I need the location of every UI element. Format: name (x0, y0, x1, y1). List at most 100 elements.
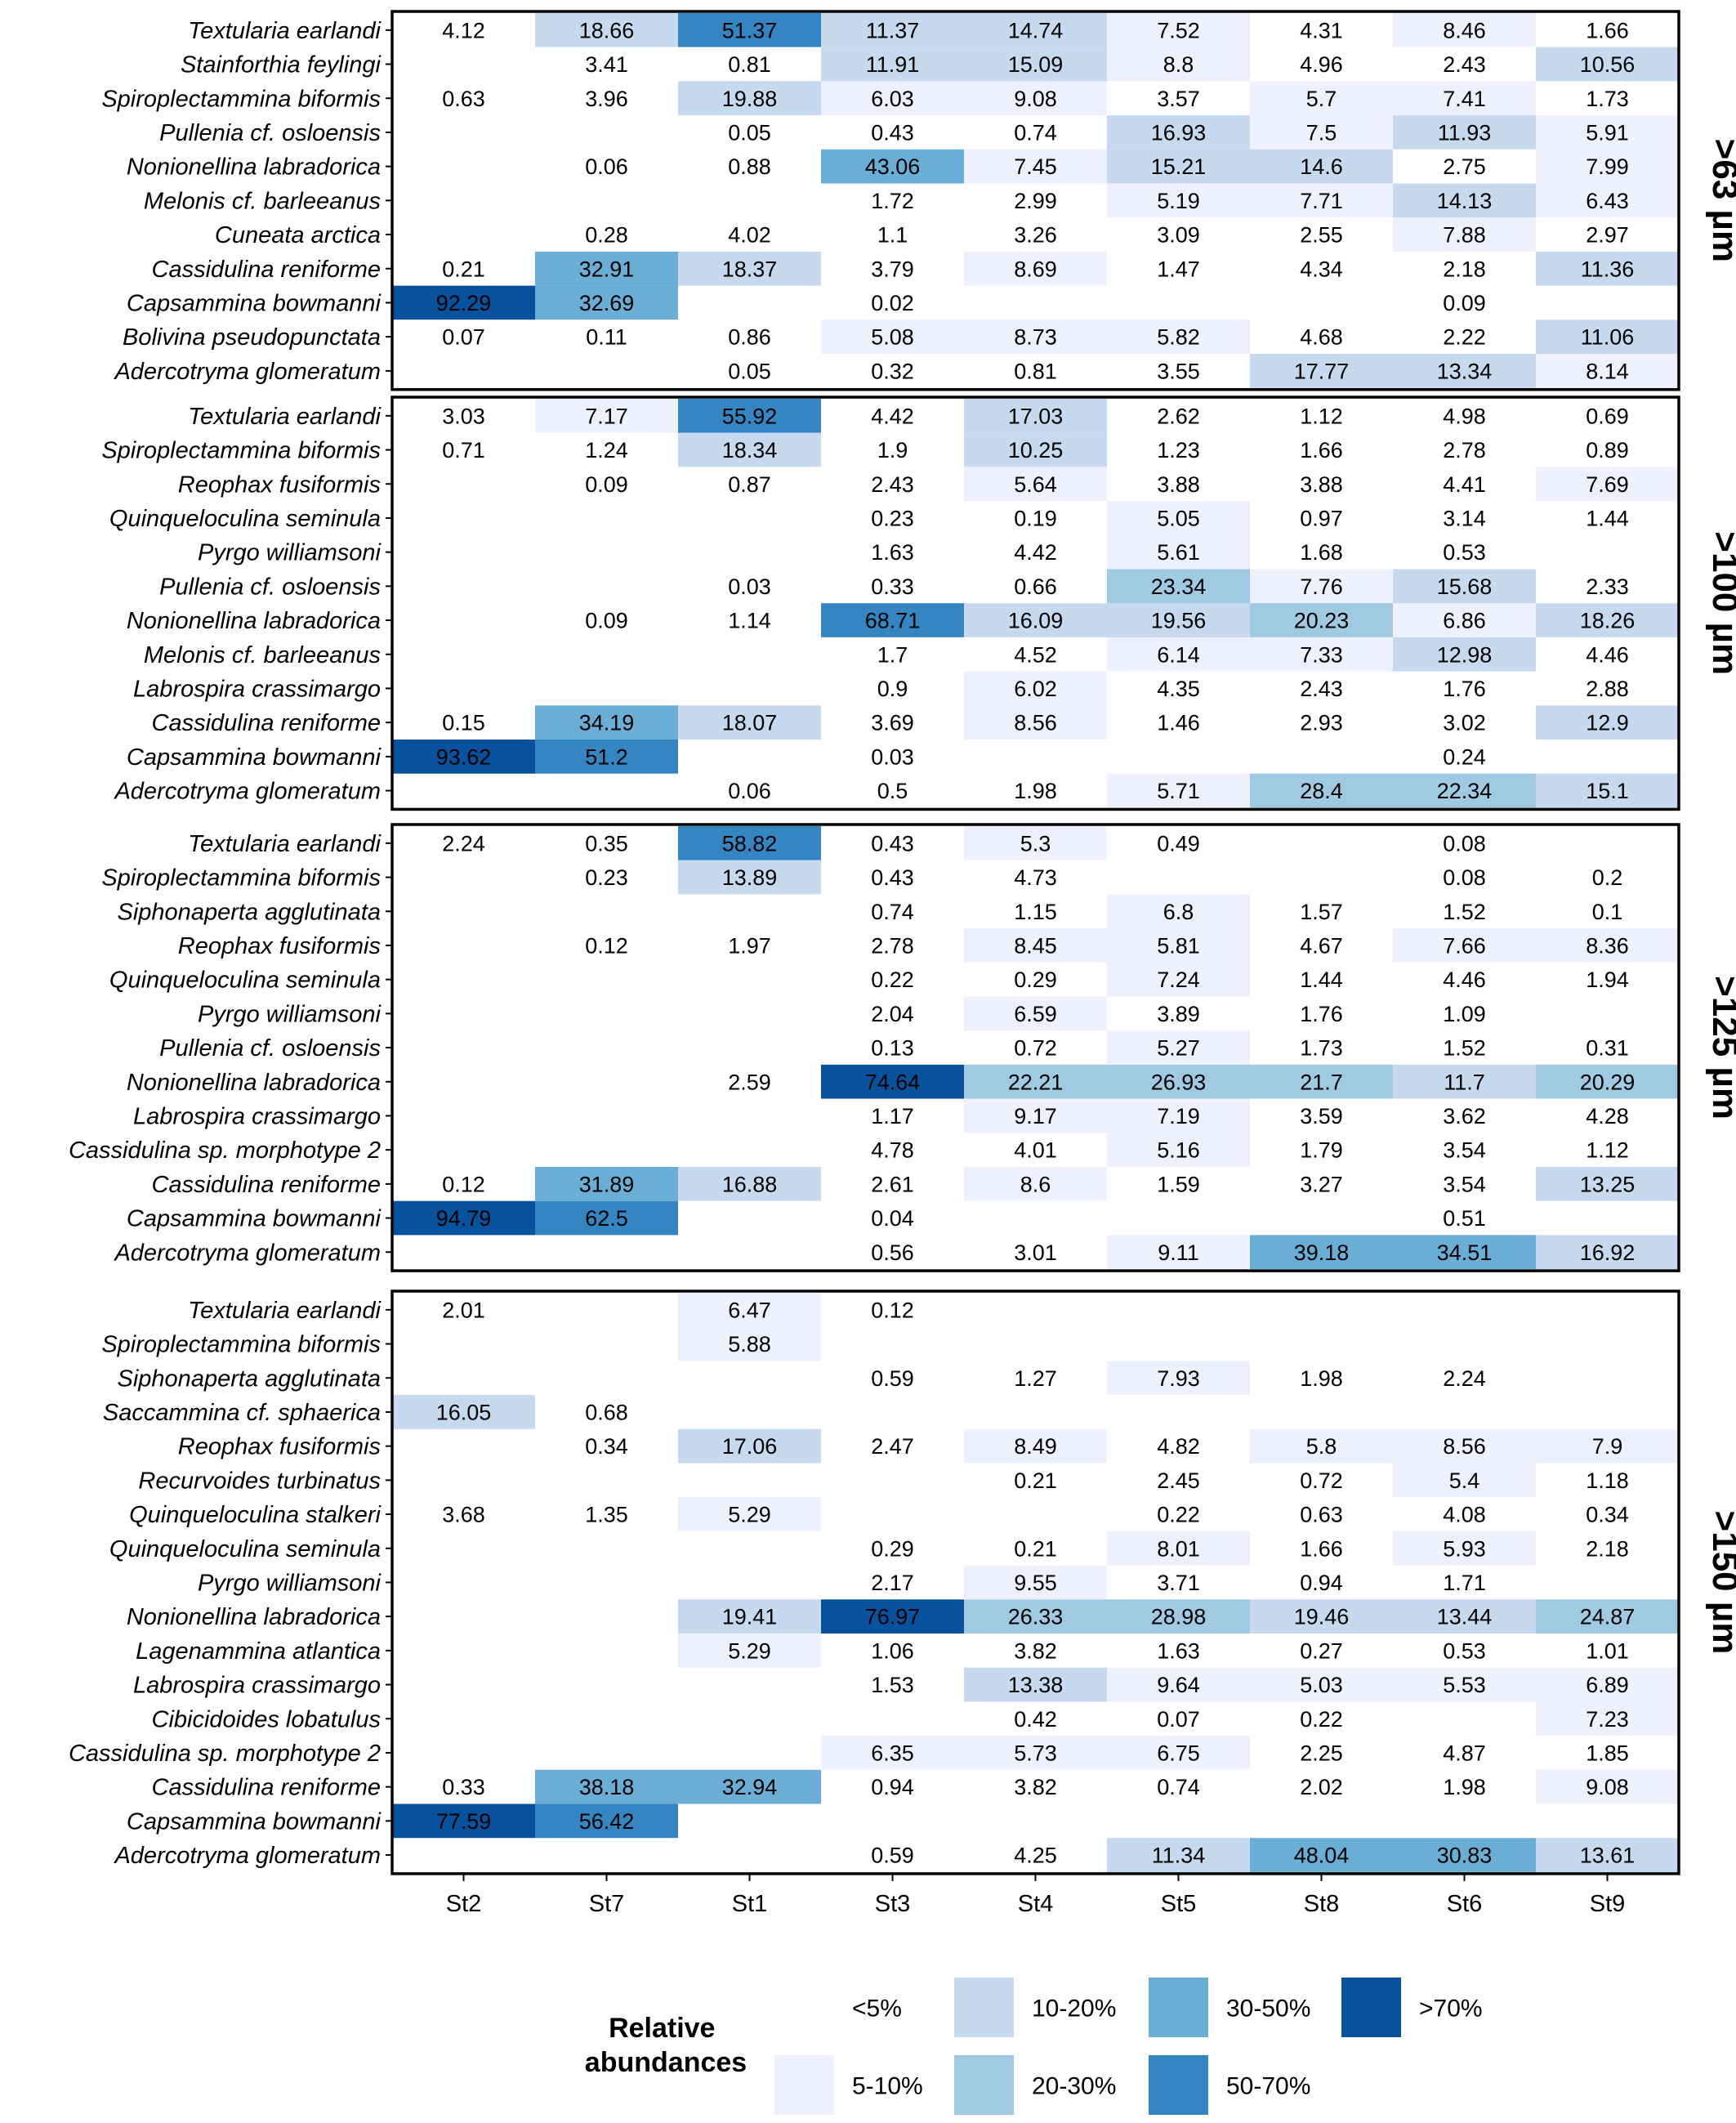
heatmap-cell (678, 1293, 821, 1327)
heatmap-cell (1536, 149, 1679, 184)
cell-value: 2.18 (1586, 1536, 1629, 1561)
cell-value: 2.43 (1300, 677, 1343, 701)
heatmap-cell (1250, 81, 1393, 116)
heatmap-cell (535, 1428, 678, 1464)
heatmap-cell (821, 1769, 964, 1804)
cell-value: 0.63 (442, 87, 485, 111)
heatmap-cell (1107, 928, 1250, 963)
cell-value: 4.68 (1300, 325, 1343, 350)
heatmap-cell (821, 1030, 964, 1065)
heatmap-cell (1393, 1599, 1536, 1634)
species-label-textularia-earlandi: Textularia earlandi (188, 18, 382, 44)
cell-value: 4.52 (1014, 642, 1057, 667)
heatmap-cell (964, 1769, 1107, 1804)
cell-value: 1.73 (1586, 87, 1629, 111)
cell-value: 2.97 (1586, 223, 1629, 248)
cell-value: 0.34 (1586, 1503, 1629, 1527)
legend-label: >70% (1419, 1996, 1483, 2022)
cell-value: 7.99 (1586, 154, 1629, 179)
heatmap-cell (964, 1361, 1107, 1396)
heatmap-cell (821, 251, 964, 286)
cell-value: 0.66 (1014, 574, 1057, 599)
species-label-reophax-fusiformis: Reophax fusiformis (178, 933, 381, 959)
heatmap-cell (1536, 1634, 1679, 1668)
heatmap-cell (1250, 1531, 1393, 1566)
cell-value: 6.02 (1014, 677, 1057, 701)
heatmap-cell (1393, 13, 1536, 47)
cell-value: 1.76 (1300, 1002, 1343, 1026)
species-label-cassidulina-reniforme: Cassidulina reniforme (152, 710, 381, 736)
cell-value: 7.33 (1300, 642, 1343, 667)
cell-value: 7.5 (1306, 120, 1337, 145)
cell-value: 5.8 (1306, 1434, 1337, 1459)
species-label-spiroplectammina-biformis: Spiroplectammina biformis (101, 1332, 381, 1358)
heatmap-cell (821, 399, 964, 433)
cell-value: 55.92 (722, 404, 778, 428)
heatmap-cell (1250, 1167, 1393, 1201)
heatmap-cell (1536, 217, 1679, 252)
cell-value: 2.43 (871, 472, 914, 497)
cell-value: 5.88 (728, 1332, 771, 1356)
cell-value: 6.03 (871, 87, 914, 111)
cell-value: 0.12 (585, 933, 628, 958)
heatmap-cell (1250, 399, 1393, 433)
cell-value: 94.79 (436, 1206, 492, 1231)
cell-value: 1.35 (585, 1503, 628, 1527)
cell-value: 7.17 (585, 404, 628, 428)
heatmap-cell (1107, 826, 1250, 860)
cell-value: 1.1 (877, 223, 908, 248)
cell-value: 19.56 (1151, 609, 1207, 633)
cell-value: 0.31 (1586, 1036, 1629, 1061)
legend-swatch (774, 1978, 834, 2037)
heatmap-cell (1250, 1701, 1393, 1736)
cell-value: 5.03 (1300, 1673, 1343, 1697)
heatmap-cell (1536, 705, 1679, 740)
cell-value: 0.21 (1014, 1468, 1057, 1493)
cell-value: 3.88 (1157, 472, 1200, 497)
species-label-melonis-cf-barleeanus: Melonis cf. barleeanus (144, 188, 381, 214)
species-label-siphonaperta-agglutinata: Siphonaperta agglutinata (118, 1365, 381, 1392)
cell-value: 3.03 (442, 404, 485, 428)
heatmap-cell (1250, 1497, 1393, 1531)
cell-value: 0.33 (442, 1775, 485, 1799)
heatmap-cell (1107, 251, 1250, 286)
cell-value: 8.6 (1020, 1172, 1051, 1196)
cell-value: 2.99 (1014, 189, 1057, 213)
heatmap-cell (678, 1497, 821, 1531)
cell-value: 7.9 (1592, 1434, 1623, 1459)
heatmap-cell (535, 1200, 678, 1236)
cell-value: 1.44 (1586, 506, 1629, 530)
cell-value: 7.71 (1300, 189, 1343, 213)
cell-value: 39.18 (1294, 1240, 1350, 1265)
cell-value: 68.71 (865, 609, 921, 633)
heatmap-cell (964, 149, 1107, 184)
heatmap-cell (821, 1565, 964, 1600)
heatmap-cell (392, 740, 535, 774)
heatmap-cell (535, 399, 678, 433)
heatmap-cell (535, 603, 678, 637)
species-label-cibicidoides-lobatulus: Cibicidoides lobatulus (152, 1706, 382, 1732)
cell-value: 4.42 (1014, 540, 1057, 565)
cell-value: 2.55 (1300, 223, 1343, 248)
heatmap-cell (535, 217, 678, 252)
cell-value: 0.86 (728, 325, 771, 350)
heatmap-cell (678, 81, 821, 116)
heatmap-cell (678, 467, 821, 502)
cell-value: 4.78 (871, 1138, 914, 1163)
heatmap-cell (1536, 13, 1679, 47)
species-label-textularia-earlandi: Textularia earlandi (188, 1298, 382, 1324)
heatmap-cell (392, 399, 535, 433)
cell-value: 0.03 (871, 744, 914, 769)
cell-value: 13.44 (1437, 1605, 1493, 1629)
heatmap-cell (1107, 671, 1250, 706)
cell-value: 11.7 (1444, 1070, 1485, 1094)
heatmap-cell (392, 1395, 535, 1429)
heatmap-cell (1536, 1030, 1679, 1065)
cell-value: 8.56 (1443, 1434, 1486, 1459)
cell-value: 0.53 (1443, 1638, 1486, 1663)
heatmap-cell (392, 705, 535, 740)
heatmap-cell (1393, 354, 1536, 388)
heatmap-cell (821, 183, 964, 218)
cell-value: 11.93 (1438, 120, 1492, 145)
